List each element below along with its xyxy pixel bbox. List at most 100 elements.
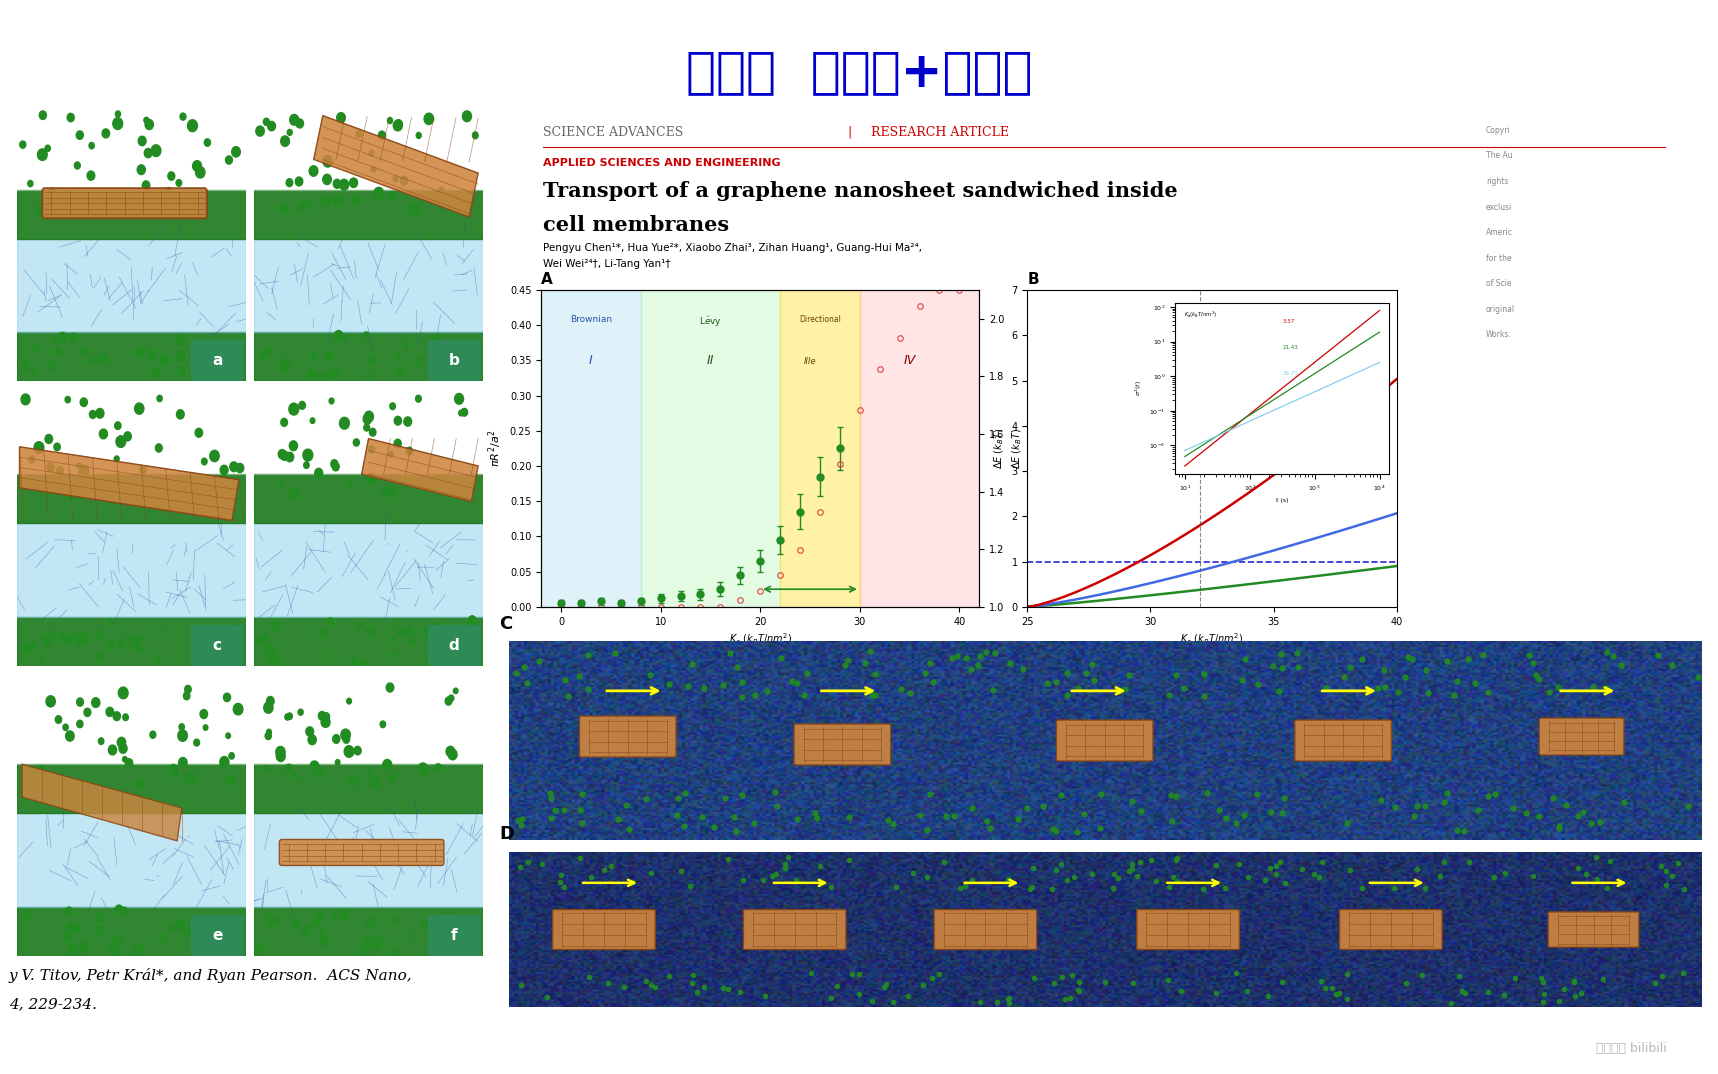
Circle shape <box>294 773 299 780</box>
Circle shape <box>235 463 244 473</box>
Circle shape <box>390 191 395 198</box>
Circle shape <box>79 465 89 477</box>
Circle shape <box>55 347 62 355</box>
Circle shape <box>287 713 292 720</box>
Circle shape <box>60 477 69 487</box>
Circle shape <box>144 148 151 158</box>
Circle shape <box>84 708 91 716</box>
Circle shape <box>299 709 302 715</box>
Circle shape <box>455 365 460 372</box>
Circle shape <box>258 944 265 953</box>
X-axis label: $K_a$ ($k_BT/nm^2$): $K_a$ ($k_BT/nm^2$) <box>728 633 792 648</box>
Circle shape <box>22 361 29 369</box>
Circle shape <box>423 627 430 636</box>
Circle shape <box>187 119 198 132</box>
Circle shape <box>268 121 275 131</box>
Bar <box>780 290 859 607</box>
Circle shape <box>172 770 177 778</box>
Circle shape <box>321 197 330 207</box>
Bar <box>254 474 483 523</box>
Circle shape <box>31 770 40 780</box>
Circle shape <box>392 949 397 956</box>
Circle shape <box>220 465 228 475</box>
Circle shape <box>417 763 428 774</box>
Text: 哔咩哔咩 bilibili: 哔咩哔咩 bilibili <box>1596 1042 1666 1055</box>
Circle shape <box>393 439 402 448</box>
Text: The Au: The Au <box>1486 151 1512 160</box>
Circle shape <box>428 637 435 643</box>
Circle shape <box>136 780 143 788</box>
Y-axis label: $\Delta E$ ($k_B T$): $\Delta E$ ($k_B T$) <box>1010 427 1024 469</box>
Circle shape <box>88 171 94 180</box>
Circle shape <box>115 905 122 914</box>
Circle shape <box>265 702 273 713</box>
Circle shape <box>380 721 385 728</box>
Circle shape <box>168 172 175 180</box>
Circle shape <box>320 935 328 945</box>
Circle shape <box>344 745 354 757</box>
Circle shape <box>146 204 155 215</box>
Bar <box>17 616 246 666</box>
Circle shape <box>383 759 392 770</box>
Circle shape <box>204 139 211 146</box>
FancyBboxPatch shape <box>935 910 1036 949</box>
Circle shape <box>295 119 304 128</box>
Circle shape <box>67 114 74 121</box>
FancyBboxPatch shape <box>1539 719 1624 755</box>
Circle shape <box>196 166 204 178</box>
Circle shape <box>144 119 153 130</box>
Circle shape <box>129 638 136 645</box>
Circle shape <box>469 940 474 946</box>
FancyBboxPatch shape <box>1340 910 1441 949</box>
Circle shape <box>438 187 445 194</box>
Circle shape <box>149 731 156 738</box>
Circle shape <box>223 345 228 350</box>
Circle shape <box>194 932 199 939</box>
Bar <box>254 107 483 189</box>
Circle shape <box>290 115 299 126</box>
Circle shape <box>424 113 433 125</box>
Circle shape <box>168 926 174 932</box>
Circle shape <box>115 456 119 462</box>
Circle shape <box>454 347 459 354</box>
Circle shape <box>46 463 55 471</box>
Circle shape <box>316 769 325 779</box>
Circle shape <box>380 935 385 943</box>
Circle shape <box>184 692 191 700</box>
Bar <box>17 813 246 906</box>
Circle shape <box>70 333 77 342</box>
Circle shape <box>203 725 208 730</box>
Circle shape <box>82 348 89 355</box>
Circle shape <box>278 204 287 214</box>
Circle shape <box>265 732 271 740</box>
Circle shape <box>115 111 120 117</box>
Circle shape <box>414 358 423 367</box>
Circle shape <box>65 731 74 741</box>
Circle shape <box>155 444 161 452</box>
Circle shape <box>235 926 241 932</box>
Circle shape <box>445 697 452 706</box>
Circle shape <box>120 908 127 915</box>
Circle shape <box>356 131 362 137</box>
FancyBboxPatch shape <box>428 625 481 666</box>
Text: Americ: Americ <box>1486 228 1514 237</box>
Circle shape <box>368 357 373 364</box>
Circle shape <box>325 653 330 658</box>
Circle shape <box>421 921 428 930</box>
Circle shape <box>24 643 33 654</box>
Circle shape <box>234 624 241 633</box>
Circle shape <box>52 632 57 638</box>
Circle shape <box>179 724 184 730</box>
Bar <box>254 238 483 332</box>
Circle shape <box>196 345 201 351</box>
Circle shape <box>409 203 419 216</box>
Text: 体系：  石墨烯+磷脂膜: 体系： 石墨烯+磷脂膜 <box>685 48 1033 97</box>
Circle shape <box>342 334 347 340</box>
Circle shape <box>230 462 237 471</box>
Circle shape <box>393 417 402 425</box>
Circle shape <box>295 177 302 186</box>
Text: 4, 229-234.: 4, 229-234. <box>9 998 96 1012</box>
FancyBboxPatch shape <box>280 840 443 866</box>
Circle shape <box>27 180 33 187</box>
Circle shape <box>40 111 46 119</box>
